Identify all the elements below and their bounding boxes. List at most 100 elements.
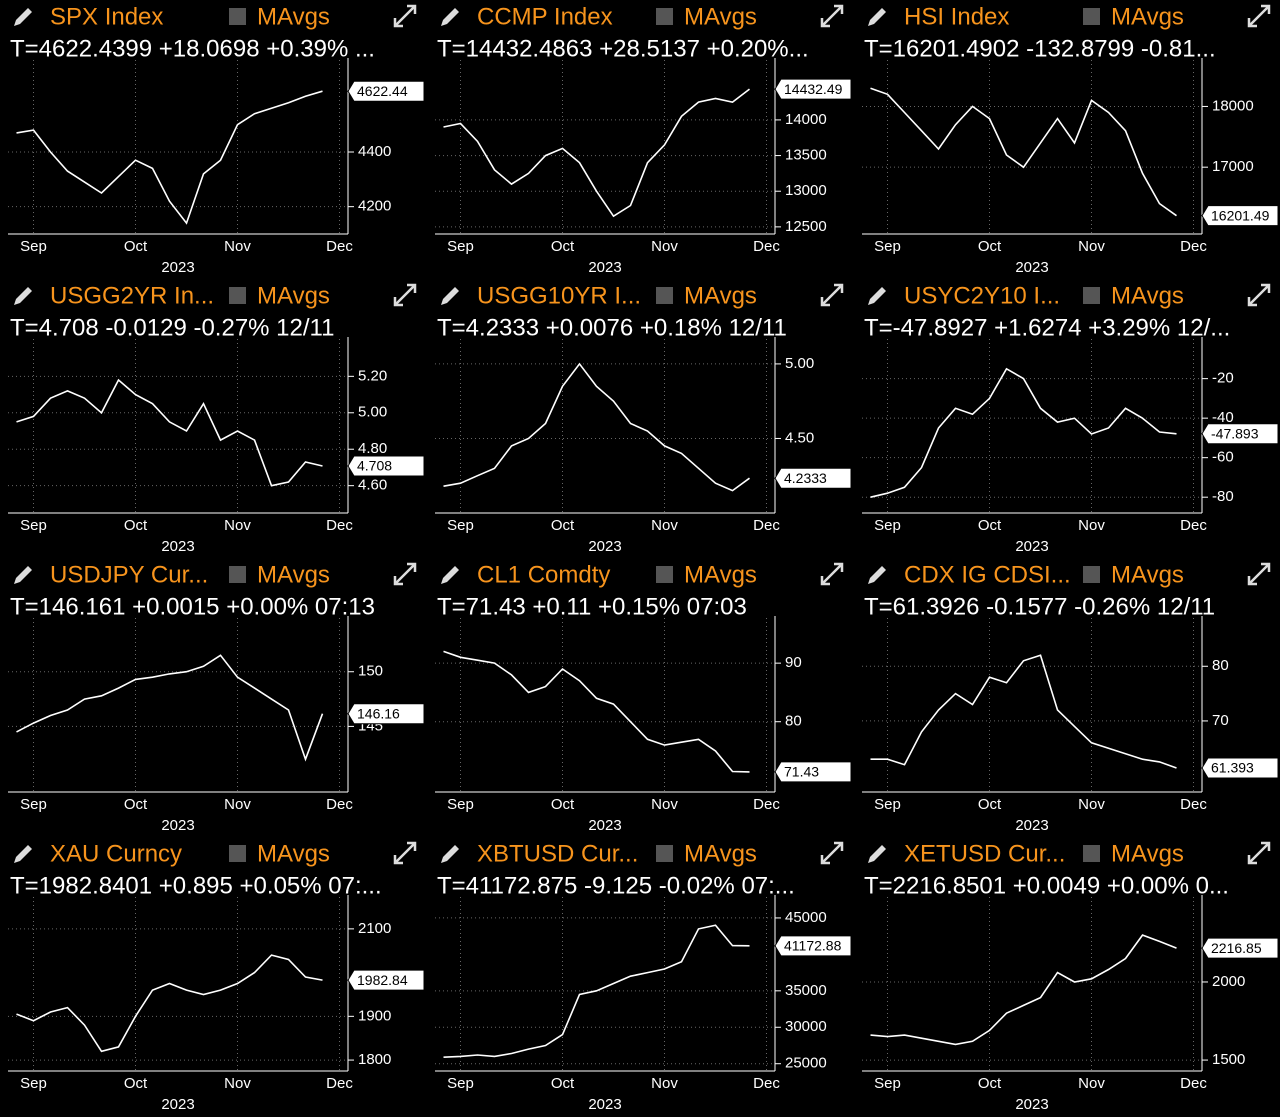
- chart-title: CL1 Comdty: [477, 561, 610, 588]
- last-value-label: 4.2333: [784, 470, 827, 486]
- chart-title: XBTUSD Cur...: [477, 840, 638, 867]
- x-tick-label: Nov: [224, 796, 251, 813]
- last-value-box: [774, 935, 852, 957]
- edit-icon[interactable]: [868, 8, 886, 26]
- edit-icon[interactable]: [14, 8, 32, 26]
- x-tick-label: Oct: [551, 796, 575, 813]
- chart-panel: XETUSD Cur... MAvgs T=2216.8501 +0.0049 +0…: [862, 840, 1279, 1113]
- y-tick-label: 25000: [785, 1055, 827, 1072]
- x-axis-label: 2023: [1015, 259, 1048, 276]
- last-value-box: [774, 78, 852, 100]
- legend-swatch[interactable]: [229, 8, 246, 25]
- x-tick-label: Oct: [124, 1075, 148, 1092]
- x-tick-label: Sep: [874, 238, 901, 255]
- expand-icon[interactable]: [393, 562, 417, 586]
- last-value-box: [1201, 937, 1279, 959]
- expand-icon[interactable]: [820, 562, 844, 586]
- legend-label: MAvgs: [1111, 282, 1184, 309]
- expand-icon[interactable]: [820, 841, 844, 865]
- chart-panel: USYC2Y10 I... MAvgs T=-47.8927 +1.6274 +3.…: [862, 282, 1279, 555]
- edit-icon[interactable]: [14, 287, 32, 305]
- y-tick-label: -80: [1212, 488, 1234, 505]
- legend-swatch[interactable]: [1083, 845, 1100, 862]
- y-tick-label: 5.00: [785, 355, 814, 372]
- edit-icon[interactable]: [441, 8, 459, 26]
- legend-swatch[interactable]: [1083, 8, 1100, 25]
- expand-icon[interactable]: [1247, 841, 1271, 865]
- legend-swatch[interactable]: [1083, 566, 1100, 583]
- legend-swatch[interactable]: [656, 8, 673, 25]
- edit-icon[interactable]: [868, 845, 886, 863]
- x-tick-label: Oct: [124, 796, 148, 813]
- x-tick-label: Sep: [874, 517, 901, 534]
- x-axis-label: 2023: [588, 1096, 621, 1113]
- last-value-box: [347, 703, 425, 725]
- legend-label: MAvgs: [684, 282, 757, 309]
- price-line: [870, 367, 1177, 498]
- last-value-label: 71.43: [784, 764, 819, 780]
- last-value-label: 4622.44: [357, 83, 408, 99]
- chart-panel: USGG2YR In... MAvgs T=4.708 -0.0129 -0.27%…: [8, 282, 425, 555]
- edit-icon[interactable]: [868, 566, 886, 584]
- x-axis-label: 2023: [588, 259, 621, 276]
- expand-icon[interactable]: [393, 283, 417, 307]
- legend-label: MAvgs: [684, 840, 757, 867]
- x-axis-label: 2023: [588, 538, 621, 555]
- quote: T=4.2333 +0.0076 +0.18% 12/11: [437, 314, 787, 341]
- y-tick-label: 45000: [785, 909, 827, 926]
- legend-label: MAvgs: [257, 561, 330, 588]
- x-tick-label: Dec: [1180, 796, 1207, 813]
- expand-icon[interactable]: [1247, 283, 1271, 307]
- price-line: [443, 650, 750, 773]
- x-axis-label: 2023: [161, 538, 194, 555]
- expand-icon[interactable]: [820, 4, 844, 28]
- y-tick-label: 13500: [785, 147, 827, 164]
- legend-swatch[interactable]: [229, 287, 246, 304]
- edit-icon[interactable]: [441, 845, 459, 863]
- x-tick-label: Oct: [978, 1075, 1002, 1092]
- legend-swatch[interactable]: [229, 566, 246, 583]
- price-line: [870, 654, 1177, 769]
- price-line: [16, 654, 324, 762]
- chart-title: USGG2YR In...: [50, 282, 214, 309]
- y-tick-label: 4200: [358, 198, 391, 215]
- y-tick-label: 150: [358, 663, 383, 680]
- edit-icon[interactable]: [14, 845, 32, 863]
- y-tick-label: 1900: [358, 1007, 391, 1024]
- quote: T=61.3926 -0.1577 -0.26% 12/11: [864, 593, 1215, 620]
- expand-icon[interactable]: [1247, 562, 1271, 586]
- edit-icon[interactable]: [868, 287, 886, 305]
- legend-swatch[interactable]: [229, 845, 246, 862]
- chart-panel: CDX IG CDSI... MAvgs T=61.3926 -0.1577 -0.…: [862, 561, 1279, 834]
- x-tick-label: Oct: [124, 238, 148, 255]
- y-tick-label: 1500: [1212, 1051, 1245, 1068]
- chart-panel: CCMP Index MAvgs T=14432.4863 +28.5137 +0.…: [435, 3, 852, 276]
- x-tick-label: Dec: [753, 1075, 780, 1092]
- legend-swatch[interactable]: [1083, 287, 1100, 304]
- expand-icon[interactable]: [1247, 4, 1271, 28]
- x-tick-label: Sep: [447, 796, 474, 813]
- chart-panel: XAU Curncy MAvgs T=1982.8401 +0.895 +0.05%…: [8, 840, 425, 1113]
- edit-icon[interactable]: [14, 566, 32, 584]
- x-tick-label: Sep: [447, 1075, 474, 1092]
- legend-label: MAvgs: [1111, 3, 1184, 30]
- x-tick-label: Dec: [326, 238, 353, 255]
- quote: T=41172.875 -9.125 -0.02% 07:...: [437, 872, 795, 899]
- expand-icon[interactable]: [393, 841, 417, 865]
- legend-swatch[interactable]: [656, 845, 673, 862]
- edit-icon[interactable]: [441, 287, 459, 305]
- legend-swatch[interactable]: [656, 566, 673, 583]
- x-tick-label: Dec: [326, 796, 353, 813]
- last-value-label: 4.708: [357, 458, 392, 474]
- chart-panel: USDJPY Cur... MAvgs T=146.161 +0.0015 +0.0…: [8, 561, 425, 834]
- legend-swatch[interactable]: [656, 287, 673, 304]
- expand-icon[interactable]: [820, 283, 844, 307]
- x-tick-label: Dec: [753, 238, 780, 255]
- y-tick-label: 2100: [358, 920, 391, 937]
- edit-icon[interactable]: [441, 566, 459, 584]
- y-tick-label: 13000: [785, 182, 827, 199]
- quote: T=4622.4399 +18.0698 +0.39% ...: [10, 35, 375, 62]
- x-tick-label: Oct: [551, 517, 575, 534]
- expand-icon[interactable]: [393, 4, 417, 28]
